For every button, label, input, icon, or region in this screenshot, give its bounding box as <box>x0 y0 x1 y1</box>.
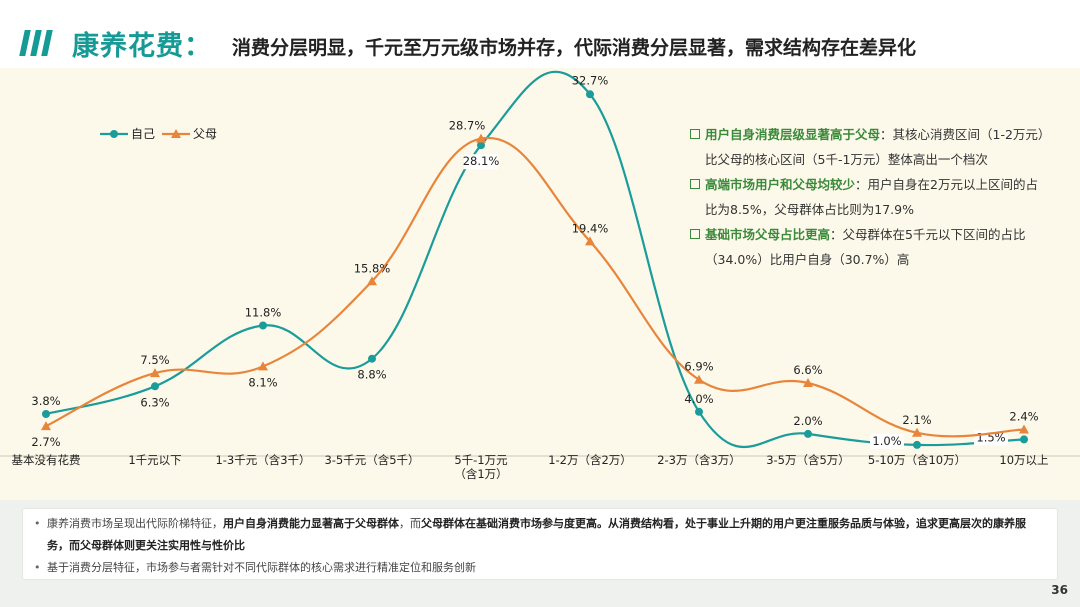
x-tick-label: 5千-1万元 <box>454 453 508 467</box>
finding-1: 用户自身消费层级显著高于父母：其核心消费区间（1-2万元） 比父母的核心区间（5… <box>690 122 1070 172</box>
data-label: 2.0% <box>793 414 822 428</box>
data-point-triangle <box>1019 424 1029 434</box>
data-label: 3.8% <box>31 394 60 408</box>
page-number: 36 <box>1051 583 1068 597</box>
data-point-triangle <box>476 133 486 143</box>
data-point-triangle <box>41 421 51 431</box>
data-label: 2.7% <box>31 435 60 449</box>
x-tick-label: 基本没有花费 <box>12 453 81 467</box>
data-point-triangle <box>585 236 595 246</box>
data-label: 8.1% <box>248 375 277 389</box>
data-point-circle <box>42 410 50 418</box>
checkbox-square-icon <box>690 179 700 189</box>
finding-text-cont: 比为8.5%，父母群体占比则为17.9% <box>705 202 914 217</box>
x-tick-label: 1-2万（含2万） <box>548 453 632 467</box>
x-tick-label: 5-10万（含10万） <box>868 453 966 467</box>
data-label: 2.1% <box>902 413 931 427</box>
data-label: 19.4% <box>572 221 609 235</box>
finding-highlight: 用户自身消费层级显著高于父母 <box>705 127 881 142</box>
x-tick-label: 3-5万（含5万） <box>766 453 850 467</box>
data-point-triangle <box>694 374 704 384</box>
data-point-triangle <box>150 368 160 378</box>
data-label: 4.0% <box>684 392 713 406</box>
data-point-triangle <box>912 427 922 437</box>
checkbox-square-icon <box>690 229 700 239</box>
data-label: 2.4% <box>1009 410 1038 424</box>
chart-area: 3.8% 6.3% 11.8% 8.8% 28.1% 32.7% 4.0% 2.0% 1.0% 1… <box>0 68 1080 500</box>
legend-label: 父母 <box>193 127 217 141</box>
x-tick-label: 3-5千元（含5千） <box>324 453 419 467</box>
line-chart: 3.8% 6.3% 11.8% 8.8% 28.1% 32.7% 4.0% 2.0% 1.0% 1… <box>0 70 1080 481</box>
summary-bullet-2: 基于消费分层特征，市场参与者需针对不同代际群体的核心需求进行精准定位和服务创新 <box>33 557 1047 579</box>
data-label: 6.3% <box>140 395 169 409</box>
data-label-bg <box>464 154 498 170</box>
x-tick-label: 1-3千元（含3千） <box>215 453 310 467</box>
key-findings: 用户自身消费层级显著高于父母：其核心消费区间（1-2万元） 比父母的核心区间（5… <box>690 122 1070 272</box>
finding-highlight: 基础市场父母占比更高 <box>705 227 831 242</box>
data-label: 15.8% <box>354 261 391 275</box>
legend-label: 自己 <box>131 127 155 141</box>
data-label: 7.5% <box>140 353 169 367</box>
data-point-circle <box>368 354 376 363</box>
data-point-circle <box>695 407 703 416</box>
data-point-circle <box>259 321 267 330</box>
checkbox-square-icon <box>690 129 700 139</box>
summary-box: 康养消费市场呈现出代际阶梯特征，用户自身消费能力显著高于父母群体，而父母群体在基… <box>22 508 1058 580</box>
page-title: 康养花费： <box>72 31 212 62</box>
x-tick-label: （含1万） <box>454 467 507 481</box>
data-label: 8.8% <box>357 368 386 382</box>
summary-bullet-1: 康养消费市场呈现出代际阶梯特征，用户自身消费能力显著高于父母群体，而父母群体在基… <box>33 513 1047 557</box>
data-label: 6.9% <box>684 360 713 374</box>
finding-text: ：其核心消费区间（1-2万元） <box>880 127 1051 142</box>
series-line-父母 <box>45 136 1025 438</box>
finding-text-cont: （34.0%）比用户自身（30.7%）高 <box>705 252 910 267</box>
finding-3: 基础市场父母占比更高：父母群体在5千元以下区间的占比 （34.0%）比用户自身（… <box>690 222 1070 272</box>
data-label: 28.1% <box>463 154 500 168</box>
data-point-triangle <box>258 361 268 371</box>
legend-marker-circle <box>110 130 118 138</box>
finding-highlight: 高端市场用户和父母均较少 <box>705 177 856 192</box>
data-point-circle <box>151 382 159 391</box>
data-point-circle <box>913 440 921 449</box>
data-point-triangle <box>367 276 377 286</box>
data-label: 6.6% <box>793 363 822 377</box>
data-point-circle <box>477 141 485 150</box>
data-label: 1.0% <box>872 434 901 448</box>
x-tick-label: 1千元以下 <box>128 453 181 467</box>
data-label: 28.7% <box>449 119 486 133</box>
data-label: 11.8% <box>245 306 282 320</box>
data-label-bg <box>870 433 904 449</box>
finding-text: ：用户自身在2万元以上区间的占 <box>855 177 1038 192</box>
x-tick-label: 2-3万（含3万） <box>657 453 741 467</box>
series-line-自己 <box>45 70 1025 449</box>
data-point-triangle <box>803 378 813 387</box>
x-tick-label: 10万以上 <box>999 453 1048 467</box>
data-label: 32.7% <box>572 73 609 87</box>
title-bars-icon <box>19 30 55 60</box>
data-point-circle <box>586 90 594 99</box>
page-subtitle: 消费分层明显，千元至万元级市场并存，代际消费分层显著，需求结构存在差异化 <box>232 37 917 59</box>
data-point-circle <box>804 429 812 438</box>
data-point-circle <box>1020 435 1028 444</box>
legend-marker-triangle <box>171 129 181 138</box>
header: 康养花费： 消费分层明显，千元至万元级市场并存，代际消费分层显著，需求结构存在差… <box>0 0 1080 68</box>
finding-text-cont: 比父母的核心区间（5千-1万元）整体高出一个档次 <box>705 152 988 167</box>
finding-text: ：父母群体在5千元以下区间的占比 <box>830 227 1026 242</box>
finding-2: 高端市场用户和父母均较少：用户自身在2万元以上区间的占 比为8.5%，父母群体占… <box>690 172 1070 222</box>
